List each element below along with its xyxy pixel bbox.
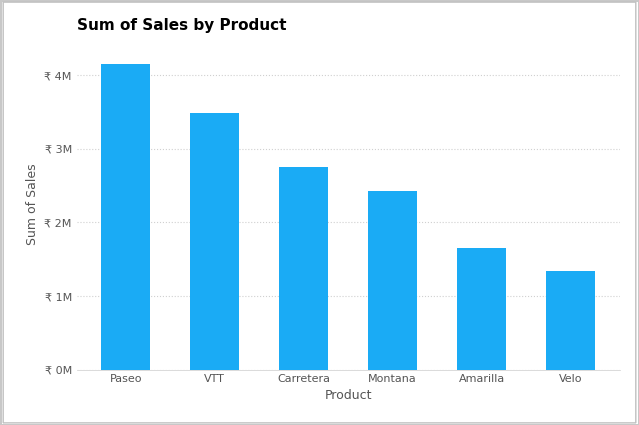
Bar: [102, 64, 150, 370]
Bar: [458, 248, 506, 370]
Bar: [279, 167, 328, 370]
Bar: [190, 113, 239, 370]
Bar: [368, 191, 417, 370]
Bar: [546, 271, 595, 370]
X-axis label: Product: Product: [325, 389, 372, 402]
Text: Sum of Sales by Product: Sum of Sales by Product: [77, 18, 286, 33]
Y-axis label: Sum of Sales: Sum of Sales: [26, 163, 39, 245]
